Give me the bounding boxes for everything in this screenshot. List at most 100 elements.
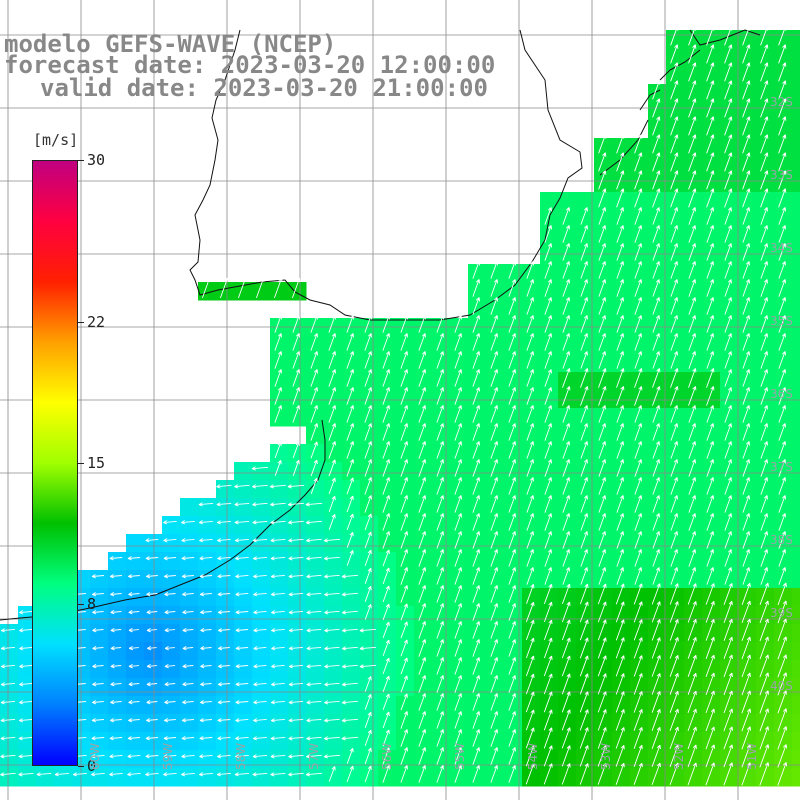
- wind-speed-cell: [324, 750, 343, 769]
- wind-arrow: [670, 567, 678, 585]
- wind-speed-cell: [576, 552, 595, 571]
- wind-arrow: [400, 549, 408, 567]
- wind-arrow: [310, 477, 318, 494]
- wind-speed-cell: [666, 462, 685, 481]
- wind-arrow: [346, 477, 354, 495]
- wind-arrow: [346, 441, 354, 459]
- wind-speed-cell: [666, 282, 685, 301]
- wind-arrow: [454, 369, 462, 387]
- wind-arrow: [364, 477, 372, 495]
- wind-speed-cell: [414, 552, 433, 571]
- wind-speed-cell: [792, 30, 800, 49]
- wind-arrow: [310, 369, 318, 387]
- wind-arrow: [324, 664, 340, 669]
- wind-arrow: [706, 315, 714, 333]
- wind-arrow: [579, 763, 589, 785]
- wind-speed-cell: [720, 696, 739, 715]
- wind-arrow: [163, 556, 177, 561]
- wind-arrow: [688, 333, 696, 351]
- wind-arrow: [759, 654, 769, 678]
- wind-speed-cell: [378, 444, 397, 463]
- wind-arrow: [651, 673, 661, 695]
- wind-arrow: [580, 567, 588, 585]
- wind-arrow: [324, 682, 340, 687]
- wind-arrow: [217, 718, 231, 723]
- wind-arrow: [579, 727, 589, 749]
- wind-arrow: [346, 459, 354, 477]
- wind-arrow: [274, 369, 282, 387]
- wind-speed-cell: [756, 102, 775, 121]
- wind-speed-cell: [756, 462, 775, 481]
- wind-arrow: [508, 459, 516, 477]
- wind-arrow: [199, 538, 213, 543]
- wind-speed-cell: [540, 462, 559, 481]
- wind-speed-cell: [648, 156, 667, 175]
- wind-arrow: [490, 279, 498, 297]
- wind-speed-cell: [180, 606, 199, 625]
- wind-speed-cell: [594, 642, 613, 661]
- wind-speed-cell: [360, 624, 379, 643]
- wind-arrow: [472, 477, 480, 495]
- wind-arrow: [705, 636, 715, 659]
- wind-speed-cell: [720, 552, 739, 571]
- wind-arrow: [328, 423, 336, 441]
- wind-arrow: [544, 441, 552, 459]
- wind-speed-cell: [324, 372, 343, 391]
- wind-arrow: [633, 708, 643, 731]
- wind-speed-cell: [342, 372, 361, 391]
- wind-speed-cell: [702, 534, 721, 553]
- wind-arrow: [525, 727, 535, 749]
- wind-arrow: [670, 441, 678, 459]
- wind-speed-cell: [594, 156, 613, 175]
- wind-speed-cell: [450, 696, 469, 715]
- wind-arrow: [778, 297, 786, 315]
- wind-arrow: [651, 583, 661, 605]
- wind-arrow: [724, 333, 732, 351]
- wind-speed-cell: [522, 354, 541, 373]
- wind-arrow: [234, 754, 249, 759]
- wind-arrow: [328, 315, 336, 333]
- wind-speed-cell: [612, 606, 631, 625]
- wind-arrow: [0, 772, 16, 777]
- wind-speed-cell: [216, 642, 235, 661]
- wind-arrow: [310, 351, 318, 369]
- wind-arrow: [288, 592, 304, 597]
- wind-arrow: [306, 736, 322, 741]
- wind-arrow: [274, 459, 282, 476]
- wind-speed-cell: [720, 390, 739, 409]
- wind-arrow: [364, 585, 372, 602]
- wind-speed-cell: [234, 570, 253, 589]
- wind-arrow: [741, 726, 751, 750]
- wind-arrow: [634, 477, 642, 495]
- wind-arrow: [255, 277, 265, 299]
- wind-arrow: [454, 531, 462, 549]
- wind-speed-cell: [738, 84, 757, 103]
- wind-arrow: [253, 700, 267, 705]
- wind-arrow: [341, 610, 358, 615]
- wind-arrow: [341, 664, 358, 669]
- wind-arrow: [778, 531, 786, 549]
- wind-speed-cell: [792, 174, 800, 193]
- wind-arrow: [128, 646, 139, 651]
- wind-arrow: [777, 690, 787, 714]
- wind-arrow: [490, 333, 498, 351]
- wind-speed-cell: [342, 354, 361, 373]
- wind-speed-cell: [792, 552, 800, 571]
- wind-arrow: [234, 502, 250, 507]
- wind-arrow: [145, 574, 158, 579]
- wind-arrow: [670, 98, 679, 118]
- wind-speed-cell: [612, 444, 631, 463]
- wind-arrow: [616, 333, 624, 351]
- wind-arrow: [323, 736, 340, 741]
- wind-arrow: [292, 441, 300, 459]
- wind-speed-cell: [162, 768, 181, 787]
- wind-speed-cell: [378, 660, 397, 679]
- wind-speed-cell: [756, 210, 775, 229]
- wind-speed-cell: [288, 444, 307, 463]
- wind-arrow: [382, 639, 390, 657]
- wind-arrow: [472, 423, 480, 441]
- wind-arrow: [217, 664, 230, 669]
- wind-arrow: [741, 582, 751, 605]
- wind-speed-cell: [558, 732, 577, 751]
- wind-speed-cell: [558, 534, 577, 553]
